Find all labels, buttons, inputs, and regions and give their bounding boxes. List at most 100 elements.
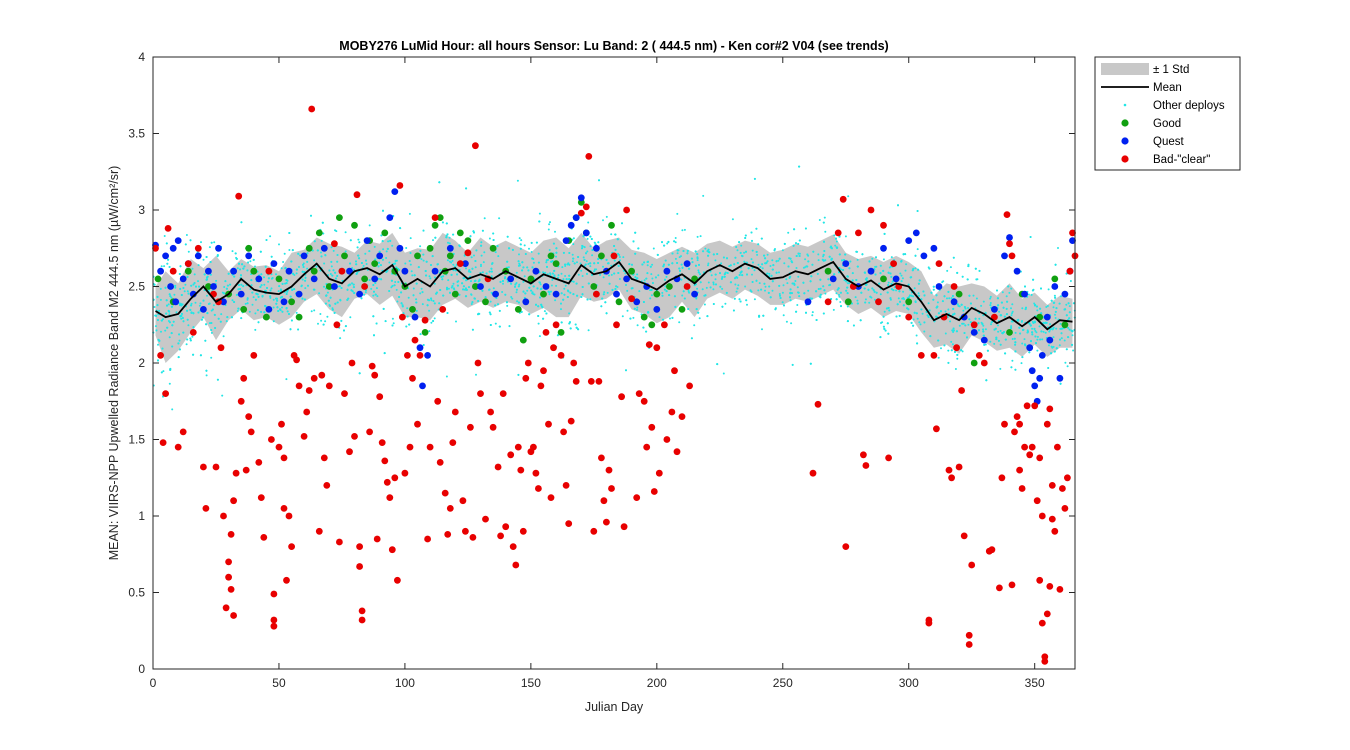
other-deploys-point xyxy=(743,251,746,254)
bad-clear-point xyxy=(824,298,832,306)
other-deploys-point xyxy=(168,321,171,324)
bad-clear-point xyxy=(1056,586,1064,593)
other-deploys-point xyxy=(233,275,236,278)
quest-point xyxy=(295,290,303,298)
other-deploys-point xyxy=(912,318,915,321)
other-deploys-point xyxy=(823,289,826,292)
other-deploys-point xyxy=(667,263,670,266)
other-deploys-point xyxy=(292,272,295,275)
other-deploys-point xyxy=(654,276,657,279)
quest-point xyxy=(215,244,222,252)
bad-clear-point xyxy=(537,382,545,390)
other-deploys-point xyxy=(1010,287,1013,290)
other-deploys-point xyxy=(816,272,819,275)
other-deploys-point xyxy=(180,312,183,315)
other-deploys-point xyxy=(645,330,648,333)
other-deploys-point xyxy=(256,293,259,296)
other-deploys-point xyxy=(1021,307,1024,310)
other-deploys-point xyxy=(674,257,677,260)
other-deploys-point xyxy=(1053,301,1056,304)
other-deploys-point xyxy=(560,272,563,275)
bad-clear-point xyxy=(880,221,887,229)
other-deploys-point xyxy=(759,266,762,268)
other-deploys-point xyxy=(225,320,228,323)
other-deploys-point xyxy=(750,231,753,234)
other-deploys-point xyxy=(886,291,889,294)
good-point xyxy=(315,229,323,237)
other-deploys-point xyxy=(757,289,760,292)
chart-title: MOBY276 LuMid Hour: all hours Sensor: Lu… xyxy=(339,39,888,53)
y-tick-label: 0.5 xyxy=(128,586,145,600)
other-deploys-point xyxy=(340,319,343,322)
legend-box xyxy=(1094,56,1241,171)
other-deploys-point xyxy=(170,332,173,335)
other-deploys-point xyxy=(163,265,166,268)
other-deploys-point xyxy=(997,330,1000,333)
other-deploys-point xyxy=(890,275,893,278)
other-deploys-point xyxy=(779,297,782,299)
other-deploys-point xyxy=(331,308,334,311)
bad-clear-point xyxy=(280,454,288,462)
other-deploys-point xyxy=(392,322,395,325)
other-deploys-point xyxy=(997,304,1000,307)
other-deploys-point xyxy=(782,284,785,287)
other-deploys-point xyxy=(373,334,375,337)
other-deploys-point xyxy=(372,284,375,286)
other-deploys-point xyxy=(326,291,329,294)
other-deploys-point xyxy=(686,252,689,255)
good-point xyxy=(653,290,661,298)
other-deploys-point xyxy=(664,259,667,262)
other-deploys-point xyxy=(922,290,925,293)
other-deploys-point xyxy=(1051,328,1054,331)
other-deploys-point xyxy=(198,285,200,288)
bad-clear-point xyxy=(217,344,225,352)
bad-clear-point xyxy=(358,607,366,615)
other-deploys-point xyxy=(665,290,668,293)
other-deploys-point xyxy=(564,265,567,267)
other-deploys-point xyxy=(873,298,876,301)
other-deploys-point xyxy=(415,301,418,304)
other-deploys-point xyxy=(773,249,776,252)
bad-clear-point xyxy=(351,433,358,440)
other-deploys-point xyxy=(636,306,639,309)
other-deploys-point xyxy=(946,297,948,300)
other-deploys-point xyxy=(508,325,511,328)
other-deploys-point xyxy=(586,298,589,301)
other-deploys-point xyxy=(836,247,838,249)
other-deploys-point xyxy=(807,260,810,263)
other-deploys-point xyxy=(1033,327,1036,330)
other-deploys-point xyxy=(935,315,938,318)
other-deploys-point xyxy=(264,304,267,307)
other-deploys-point xyxy=(331,274,334,277)
other-deploys-point xyxy=(328,269,331,272)
other-deploys-point xyxy=(490,270,493,273)
other-deploys-point xyxy=(506,260,509,263)
other-deploys-point xyxy=(844,235,847,238)
other-deploys-point xyxy=(714,259,717,262)
other-deploys-point xyxy=(336,301,339,304)
y-tick-label: 2 xyxy=(138,356,145,370)
other-deploys-point xyxy=(1000,301,1003,304)
other-deploys-point xyxy=(380,278,383,281)
other-deploys-point xyxy=(372,294,375,297)
other-deploys-point xyxy=(834,244,837,247)
other-deploys-point xyxy=(483,217,486,220)
other-deploys-point xyxy=(496,245,499,248)
other-deploys-point xyxy=(967,323,970,326)
bad-clear-point xyxy=(1038,512,1046,520)
other-deploys-point xyxy=(474,266,477,269)
other-deploys-point xyxy=(530,289,533,292)
other-deploys-point xyxy=(950,340,953,343)
other-deploys-point xyxy=(597,258,600,260)
bad-clear-point xyxy=(948,474,955,482)
other-deploys-point xyxy=(830,245,832,248)
other-deploys-point xyxy=(353,292,356,294)
good-point xyxy=(472,283,479,290)
other-deploys-point xyxy=(375,322,378,325)
other-deploys-point xyxy=(818,219,821,221)
other-deploys-point xyxy=(285,307,288,309)
other-deploys-point xyxy=(522,290,525,293)
other-deploys-point xyxy=(846,275,849,278)
other-deploys-point xyxy=(1013,337,1016,340)
other-deploys-point xyxy=(978,317,981,320)
